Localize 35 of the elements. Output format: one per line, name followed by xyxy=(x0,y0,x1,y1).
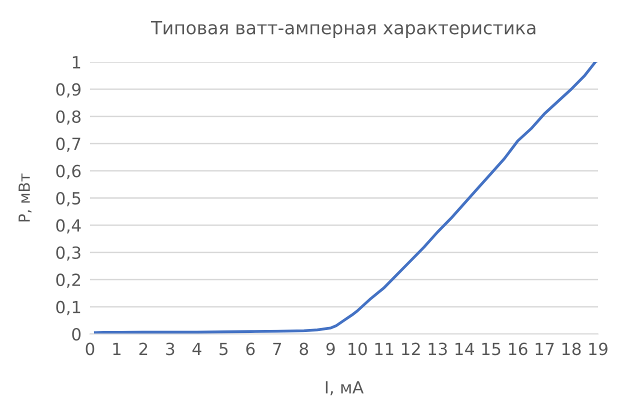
y-tick-label: 0 xyxy=(72,328,81,341)
y-axis-title: P, мВт xyxy=(18,174,32,222)
y-tick-label: 0,8 xyxy=(56,110,81,125)
y-tick-label: 0,3 xyxy=(56,246,80,261)
x-tick-label: 6 xyxy=(246,342,255,356)
x-tick-label: 5 xyxy=(220,342,228,356)
x-tick-label: 3 xyxy=(166,342,174,356)
x-tick-label: 13 xyxy=(428,342,447,356)
x-tick-label: 15 xyxy=(482,342,500,356)
x-tick-label: 4 xyxy=(192,342,202,355)
y-tick-label: 0,7 xyxy=(56,138,80,152)
x-tick-label: 14 xyxy=(456,342,474,355)
y-tick-label: 0,4 xyxy=(56,219,81,234)
x-tick-label: 18 xyxy=(562,342,581,356)
y-tick-label: 1 xyxy=(72,56,80,68)
chart-title: Типовая ватт-амперная характеристика xyxy=(151,21,536,38)
y-tick-label: 0,9 xyxy=(56,83,80,98)
x-tick-label: 12 xyxy=(402,342,420,355)
y-tick-label: 0,1 xyxy=(56,300,80,316)
x-axis-title: I, мА xyxy=(326,381,364,396)
x-tick-label: 16 xyxy=(509,342,528,356)
x-tick-label: 2 xyxy=(139,342,148,355)
x-tick-label: 0 xyxy=(86,342,94,356)
line-series xyxy=(94,62,597,334)
x-tick-label: 1 xyxy=(113,342,120,355)
x-tick-label: 17 xyxy=(536,342,554,355)
y-tick-label: 0,5 xyxy=(56,192,80,206)
x-tick-label: 8 xyxy=(300,342,308,356)
x-tick-label: 10 xyxy=(348,342,367,356)
y-tick-label: 0,6 xyxy=(56,164,81,180)
x-tick-label: 7 xyxy=(273,342,282,355)
y-tick-label: 0,2 xyxy=(56,274,80,288)
x-tick-label: 9 xyxy=(326,342,335,356)
x-tick-label: 11 xyxy=(375,342,394,355)
x-tick-label: 19 xyxy=(589,342,608,356)
